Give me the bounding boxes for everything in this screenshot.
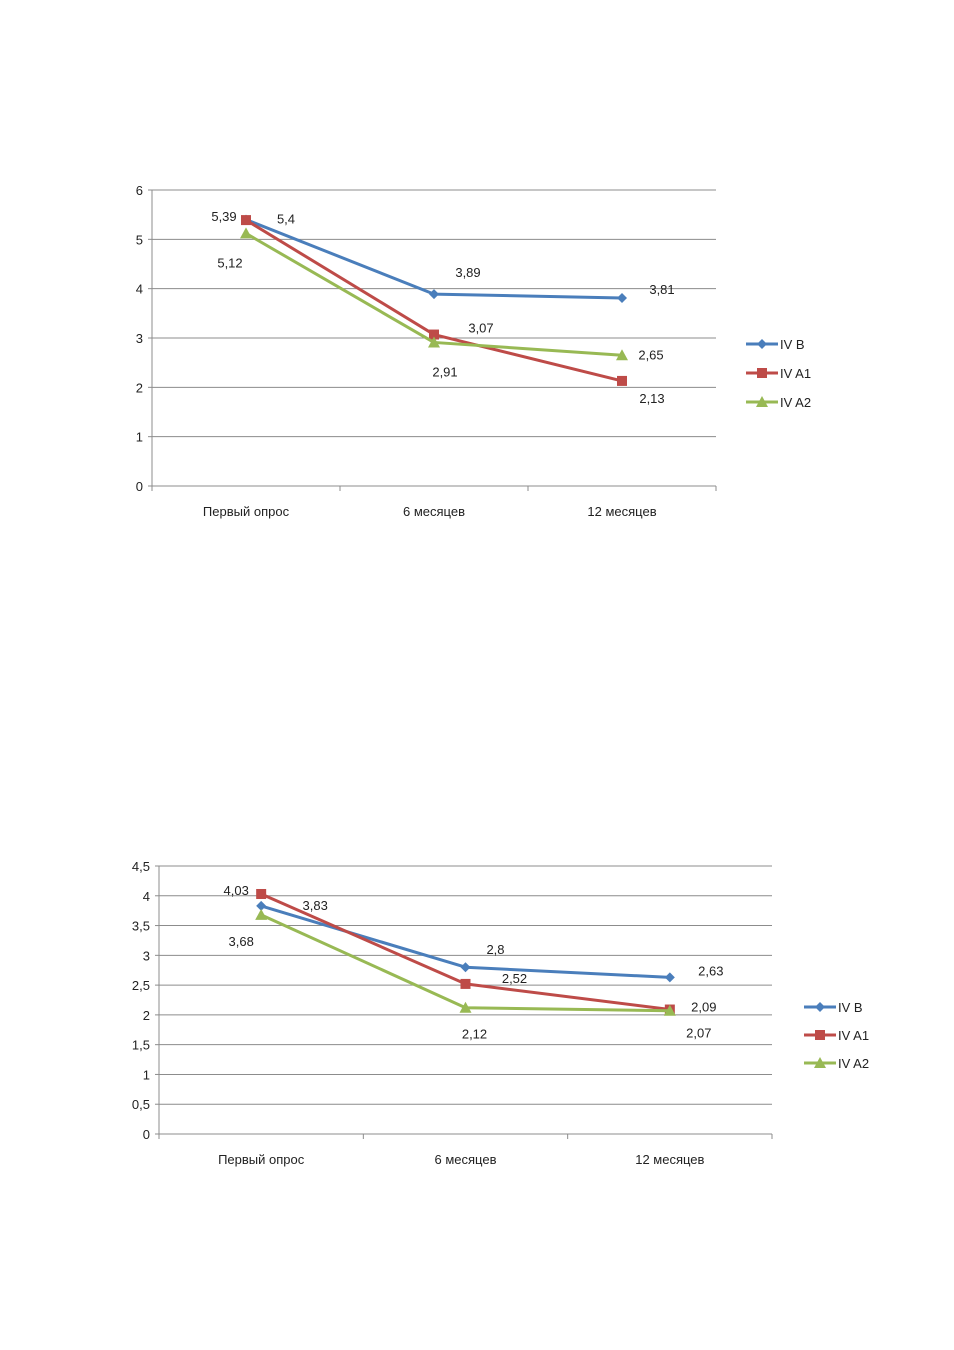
- data-label: 3,07: [468, 321, 493, 336]
- y-tick-label: 1,5: [132, 1038, 150, 1053]
- data-point: [617, 375, 627, 386]
- data-point: [256, 900, 267, 911]
- data-label: 3,81: [649, 282, 674, 297]
- y-tick-label: 2: [136, 380, 143, 395]
- data-label: 2,12: [462, 1027, 487, 1042]
- x-tick-label: 6 месяцев: [403, 504, 465, 519]
- y-tick-label: 0: [143, 1127, 150, 1142]
- y-tick-label: 4,5: [132, 859, 150, 874]
- y-tick-label: 3: [143, 948, 150, 963]
- series-line: [245, 218, 623, 300]
- legend-label: IV A2: [838, 1056, 869, 1071]
- legend-marker: [757, 368, 767, 378]
- data-point: [664, 972, 675, 983]
- data-label: 3,83: [303, 898, 328, 913]
- data-point: [616, 349, 628, 361]
- y-tick-label: 1: [143, 1067, 150, 1082]
- legend-label: IV A1: [780, 366, 811, 381]
- legend-marker: [814, 1057, 826, 1068]
- x-tick-label: Первый опрос: [218, 1152, 305, 1167]
- x-tick-label: Первый опрос: [203, 504, 290, 519]
- data-label: 2,63: [698, 963, 723, 978]
- y-tick-label: 2,5: [132, 978, 150, 993]
- data-label: 2,07: [686, 1026, 711, 1041]
- legend-label: IV A2: [780, 395, 811, 410]
- legend-marker: [815, 1002, 825, 1012]
- data-label: 2,13: [639, 391, 664, 406]
- y-tick-label: 0: [136, 479, 143, 494]
- legend-label: IV B: [780, 337, 805, 352]
- data-point: [460, 962, 471, 973]
- legend-label: IV B: [838, 1000, 863, 1015]
- series-line: [245, 218, 623, 383]
- data-point: [256, 888, 267, 899]
- y-tick-label: 3: [136, 331, 143, 346]
- data-point: [241, 215, 251, 226]
- line-chart-2: 0 0,5 1 1,5 2 2,5 3 3,5 4 4,5 Первый опрос 6 месяце…: [132, 859, 869, 1167]
- y-tick-label: 4: [143, 889, 150, 904]
- data-point: [255, 908, 268, 920]
- data-label: 2,65: [638, 347, 663, 362]
- data-label: 4,03: [224, 883, 249, 898]
- y-tick-label: 5: [136, 232, 143, 247]
- data-point: [429, 329, 439, 340]
- y-tick-label: 0,5: [132, 1097, 150, 1112]
- y-tick-label: 2: [143, 1008, 150, 1023]
- data-label: 3,68: [229, 934, 254, 949]
- legend-label: IV A1: [838, 1028, 869, 1043]
- x-tick-label: 12 месяцев: [635, 1152, 704, 1167]
- data-label: 5,4: [277, 212, 295, 227]
- y-tick-label: 3,5: [132, 919, 150, 934]
- y-tick-label: 4: [136, 282, 143, 297]
- data-point: [663, 1004, 676, 1016]
- data-point: [240, 227, 252, 239]
- data-label: 3,89: [455, 265, 480, 280]
- x-tick-label: 12 месяцев: [587, 504, 656, 519]
- data-point: [459, 1001, 472, 1013]
- data-label: 2,52: [502, 971, 527, 986]
- data-label: 2,8: [486, 942, 504, 957]
- data-point: [428, 336, 440, 348]
- y-tick-label: 6: [136, 183, 143, 198]
- data-point: [460, 978, 471, 989]
- data-label: 2,91: [432, 364, 457, 379]
- legend-marker: [815, 1030, 825, 1040]
- data-point: [429, 289, 439, 300]
- line-chart-1: 0 1 2 3 4 5 6 Первый опрос 6 месяцев 12 месяцев 5,…: [136, 183, 811, 519]
- data-point: [617, 293, 627, 304]
- data-label: 5,12: [217, 255, 242, 270]
- x-tick-label: 6 месяцев: [435, 1152, 497, 1167]
- data-label: 5,39: [211, 209, 236, 224]
- legend-marker: [757, 339, 767, 349]
- legend-marker: [756, 396, 768, 407]
- y-tick-label: 1: [136, 430, 143, 445]
- data-label: 2,09: [691, 1000, 716, 1015]
